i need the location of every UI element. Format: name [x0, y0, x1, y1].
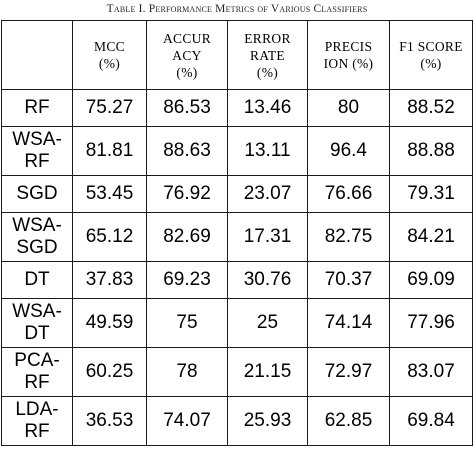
- header-cell-accuracy: ACCUR ACY (%): [146, 20, 228, 90]
- header-line: MCC: [94, 39, 125, 54]
- cell-accuracy: 69.23: [146, 261, 228, 299]
- cell-error-rate: 25: [227, 298, 308, 348]
- header-cell-precision: PRECIS ION (%): [307, 20, 390, 90]
- row-label: LDA- RF: [1, 396, 73, 446]
- row-label-line: RF: [24, 151, 50, 172]
- row-label-line: SGD: [16, 183, 58, 204]
- cell-accuracy: 88.63: [146, 126, 228, 176]
- cell-error-rate: 13.46: [227, 89, 308, 127]
- cell-precision: 72.97: [307, 347, 390, 397]
- cell-error-rate: 30.76: [227, 261, 308, 299]
- header-line: (%): [98, 56, 121, 71]
- cell-f1-score: 77.96: [389, 298, 473, 348]
- cell-error-rate: 21.15: [227, 347, 308, 397]
- row-label: RF: [1, 89, 73, 127]
- header-line: (%): [256, 64, 279, 80]
- row-label-line: SGD: [16, 237, 58, 258]
- cell-mcc: 53.45: [72, 175, 147, 213]
- cell-mcc: 75.27: [72, 89, 147, 127]
- cell-mcc: 37.83: [72, 261, 147, 299]
- cell-f1-score: 69.09: [389, 261, 473, 299]
- cell-f1-score: 88.88: [389, 126, 473, 176]
- header-line: F1 SCORE: [399, 39, 463, 54]
- row-label-line: RF: [24, 372, 50, 393]
- cell-f1-score: 88.52: [389, 89, 473, 127]
- row-label-line: DT: [24, 323, 50, 344]
- header-line: ION (%): [323, 56, 374, 71]
- cell-mcc: 65.12: [72, 212, 147, 262]
- header-line: ACY: [172, 47, 202, 63]
- row-label-line: RF: [24, 97, 50, 118]
- table-row-wsa-sgd: WSA- SGD 65.12 82.69 17.31 82.75 84.21: [1, 212, 473, 262]
- row-label-line: PCA-: [14, 350, 60, 371]
- cell-mcc: 49.59: [72, 298, 147, 348]
- cell-accuracy: 82.69: [146, 212, 228, 262]
- cell-precision: 62.85: [307, 396, 390, 446]
- cell-error-rate: 17.31: [227, 212, 308, 262]
- row-label: WSA- DT: [1, 298, 73, 348]
- header-line: (%): [420, 56, 442, 71]
- cell-error-rate: 25.93: [227, 396, 308, 446]
- header-line: RATE: [250, 47, 285, 63]
- header-cell-corner: [1, 20, 73, 90]
- row-label-line: RF: [24, 421, 50, 442]
- header-line: ERROR: [244, 30, 291, 46]
- header-line: (%): [176, 64, 198, 80]
- row-label: PCA- RF: [1, 347, 73, 397]
- cell-mcc: 81.81: [72, 126, 147, 176]
- row-label-line: WSA-: [12, 301, 62, 322]
- cell-precision: 70.37: [307, 261, 390, 299]
- cell-precision: 96.4: [307, 126, 390, 176]
- table-caption: Table I. Performance Metrics of Various …: [106, 3, 368, 15]
- table-row-lda-rf: LDA- RF 36.53 74.07 25.93 62.85 69.84: [1, 396, 473, 446]
- cell-precision: 82.75: [307, 212, 390, 262]
- cell-error-rate: 23.07: [227, 175, 308, 213]
- cell-accuracy: 74.07: [146, 396, 228, 446]
- cell-mcc: 36.53: [72, 396, 147, 446]
- table-row-sgd: SGD 53.45 76.92 23.07 76.66 79.31: [1, 175, 473, 213]
- table-row-dt: DT 37.83 69.23 30.76 70.37 69.09: [1, 261, 473, 299]
- cell-accuracy: 76.92: [146, 175, 228, 213]
- cell-f1-score: 69.84: [389, 396, 473, 446]
- header-line: ACCUR: [162, 30, 211, 46]
- row-label-line: WSA-: [12, 129, 62, 150]
- table-row-pca-rf: PCA- RF 60.25 78 21.15 72.97 83.07: [1, 347, 473, 397]
- cell-precision: 76.66: [307, 175, 390, 213]
- header-cell-mcc: MCC (%): [72, 20, 147, 90]
- cell-accuracy: 86.53: [146, 89, 228, 127]
- row-label: SGD: [1, 175, 73, 213]
- cell-accuracy: 75: [146, 298, 228, 348]
- table-row-rf: RF 75.27 86.53 13.46 80 88.52: [1, 89, 473, 127]
- header-cell-error-rate: ERROR RATE (%): [227, 20, 308, 90]
- row-label: WSA- RF: [1, 126, 73, 176]
- table-row-wsa-rf: WSA- RF 81.81 88.63 13.11 96.4 88.88: [1, 126, 473, 176]
- performance-metrics-table: MCC (%) ACCUR ACY (%) ERROR RATE (%) PRE…: [1, 20, 473, 446]
- cell-error-rate: 13.11: [227, 126, 308, 176]
- row-label-line: LDA-: [15, 399, 59, 420]
- cell-precision: 80: [307, 89, 390, 127]
- header-line: PRECIS: [324, 39, 373, 54]
- cell-f1-score: 83.07: [389, 347, 473, 397]
- cell-precision: 74.14: [307, 298, 390, 348]
- table-row-wsa-dt: WSA- DT 49.59 75 25 74.14 77.96: [1, 298, 473, 348]
- header-row: MCC (%) ACCUR ACY (%) ERROR RATE (%) PRE…: [1, 20, 473, 90]
- row-label: DT: [1, 261, 73, 299]
- cell-f1-score: 79.31: [389, 175, 473, 213]
- row-label: WSA- SGD: [1, 212, 73, 262]
- header-cell-f1-score: F1 SCORE (%): [389, 20, 473, 90]
- cell-f1-score: 84.21: [389, 212, 473, 262]
- cell-mcc: 60.25: [72, 347, 147, 397]
- row-label-line: DT: [24, 269, 50, 290]
- row-label-line: WSA-: [12, 215, 62, 236]
- cell-accuracy: 78: [146, 347, 228, 397]
